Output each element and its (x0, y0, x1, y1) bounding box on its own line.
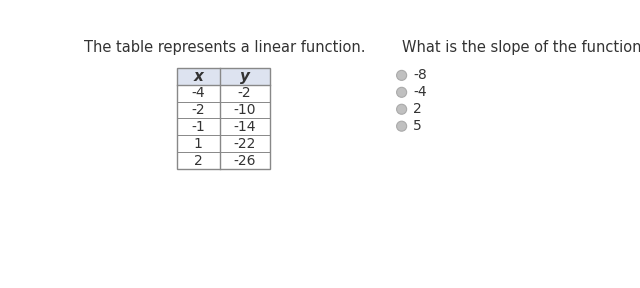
Bar (177, 68, 270, 169)
Circle shape (397, 87, 406, 97)
Text: -4: -4 (413, 85, 427, 99)
Text: -14: -14 (234, 120, 256, 134)
Text: 2: 2 (194, 154, 203, 168)
Text: -2: -2 (238, 86, 252, 100)
Text: -2: -2 (191, 103, 205, 117)
Text: -1: -1 (191, 120, 205, 134)
Text: x: x (193, 69, 203, 84)
Text: y: y (240, 69, 250, 84)
Circle shape (397, 70, 406, 80)
Text: -10: -10 (234, 103, 256, 117)
Text: -8: -8 (413, 68, 427, 82)
Text: 2: 2 (413, 102, 422, 116)
Text: What is the slope of the function?: What is the slope of the function? (402, 40, 640, 55)
Text: 5: 5 (413, 119, 422, 133)
Circle shape (397, 121, 406, 131)
Circle shape (397, 104, 406, 114)
FancyBboxPatch shape (177, 68, 270, 85)
Text: 1: 1 (194, 137, 203, 151)
Text: -22: -22 (234, 137, 256, 151)
Text: -4: -4 (191, 86, 205, 100)
Text: The table represents a linear function.: The table represents a linear function. (84, 40, 365, 55)
Text: -26: -26 (234, 154, 256, 168)
